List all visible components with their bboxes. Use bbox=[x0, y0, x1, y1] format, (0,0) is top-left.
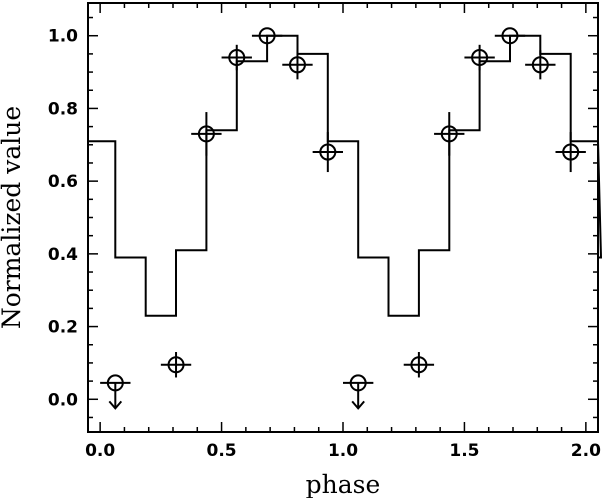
y-tick-label: 0.6 bbox=[48, 172, 78, 192]
point-marker bbox=[197, 125, 215, 143]
tick-labels: 0.0 0.5 1.0 1.5 2.0 0.0 0.2 0.4 0.6 0.8 1.0 bbox=[48, 27, 601, 461]
data-point bbox=[191, 112, 222, 156]
upper-limit-arrow-head bbox=[108, 400, 123, 410]
upper-limit-arrow-head bbox=[351, 400, 365, 410]
y-tick-label: 0.8 bbox=[48, 99, 78, 119]
point-marker bbox=[440, 125, 458, 143]
y-tick-label: 0.4 bbox=[48, 245, 78, 265]
data-point bbox=[160, 352, 192, 378]
data-point bbox=[434, 112, 465, 156]
x-tick-label: 2.0 bbox=[571, 441, 601, 461]
point-marker bbox=[288, 56, 306, 74]
x-tick-label: 1.5 bbox=[449, 441, 479, 461]
data-point bbox=[343, 374, 374, 410]
data-point bbox=[282, 50, 313, 80]
x-tick-label: 1.0 bbox=[328, 441, 358, 461]
x-tick-label: 0.5 bbox=[207, 441, 237, 461]
point-marker bbox=[501, 27, 519, 45]
point-marker bbox=[319, 143, 337, 161]
data-point bbox=[251, 27, 283, 45]
data-point bbox=[464, 44, 495, 71]
point-marker bbox=[258, 27, 276, 45]
y-tick-label: 0.2 bbox=[48, 318, 78, 338]
plot-marks bbox=[88, 27, 603, 410]
point-marker bbox=[167, 356, 185, 374]
data-point bbox=[100, 374, 131, 410]
axis-ticks bbox=[88, 3, 598, 432]
point-marker bbox=[349, 374, 367, 392]
data-point bbox=[555, 132, 586, 173]
point-marker bbox=[562, 143, 580, 161]
data-point bbox=[221, 44, 252, 71]
data-point bbox=[494, 27, 526, 45]
y-tick-label: 1.0 bbox=[48, 27, 78, 47]
data-point bbox=[403, 352, 435, 378]
y-tick-label: 0.0 bbox=[48, 390, 78, 410]
point-marker bbox=[471, 49, 489, 67]
y-axis-label: Normalized value bbox=[0, 106, 26, 329]
point-marker bbox=[410, 356, 428, 374]
plot-frame bbox=[87, 2, 599, 433]
data-point bbox=[312, 132, 343, 173]
point-marker bbox=[106, 374, 124, 392]
point-marker bbox=[531, 56, 549, 74]
data-point bbox=[525, 50, 556, 80]
step-histogram-line bbox=[88, 34, 603, 317]
point-marker bbox=[228, 49, 246, 67]
x-axis-label: phase bbox=[306, 470, 381, 498]
x-tick-label: 0.0 bbox=[85, 441, 115, 461]
